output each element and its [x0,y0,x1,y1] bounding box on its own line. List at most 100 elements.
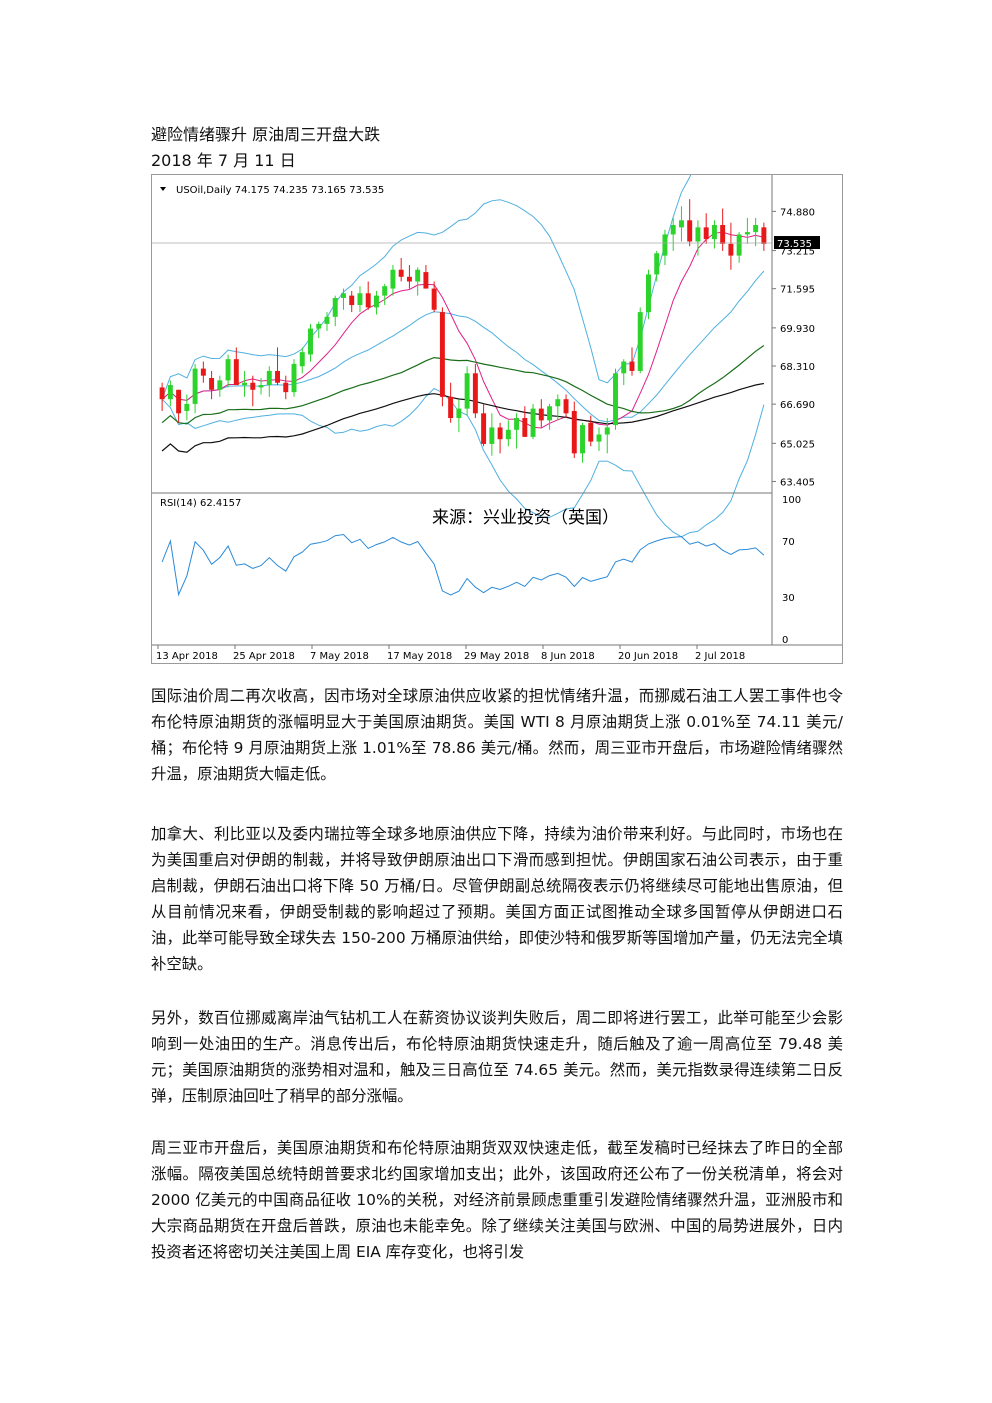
candle-body [299,352,305,367]
candle-body [522,418,528,437]
price-tick-label: 63.405 [780,477,815,488]
candle-body [365,293,371,308]
paragraph-2: 加拿大、利比亚以及委内瑞拉等全球多地原油供应下降，持续为油价带来利好。与此同时，… [151,825,843,973]
candle-body [670,225,676,235]
candle-body [283,382,289,393]
candle-body [382,286,388,296]
candle-body [406,276,412,282]
candle-body [341,293,346,298]
candle-body [580,425,585,454]
date-label: 8 Jun 2018 [541,651,595,662]
candle-body [596,434,602,442]
candle-body [761,227,767,244]
date-label: 29 May 2018 [464,651,529,662]
candle-body [744,232,750,235]
price-tick-label: 68.310 [780,362,815,373]
candle-body [547,406,553,421]
candle-body [555,399,561,407]
candle-body [415,269,421,282]
candle-body [217,380,223,390]
header-dropdown-icon [160,187,166,191]
candle-body [621,361,627,374]
candle-body [646,274,651,313]
candle-body [291,363,297,393]
candle-body [225,359,231,381]
candle-body [200,368,206,376]
candle-body [308,328,313,355]
candle-body [233,359,239,386]
candle-body [192,368,198,404]
candle-body [357,293,363,306]
candle-body [695,227,701,242]
candle-body [497,427,503,440]
candle-body [242,382,248,386]
paragraph-4: 周三亚市开盘后，美国原油期货和布伦特原油期货双双快速走低，截至发稿时已经抹去了昨… [151,1139,843,1261]
candle-body [538,408,544,421]
chart-watermark: 来源：兴业投资（英国） [432,508,619,528]
rsi-tick-label: 70 [782,537,795,548]
candle-body [176,389,182,414]
candle-body [687,220,693,242]
candle-body [481,413,487,444]
candle-body [167,385,173,400]
candle-body [613,373,618,426]
candle-body [654,253,660,275]
price-tick-label: 65.025 [780,439,815,450]
candle-body [390,269,396,289]
candle-body [332,297,338,317]
candle-body [472,373,478,414]
candle-body [720,225,726,244]
candle-body [588,422,594,442]
candle-body [258,385,264,388]
chart-symbol-header: USOil,Daily 74.175 74.235 73.165 73.535 [176,185,384,196]
candle-body [489,427,495,444]
paragraph-1: 国际油价周二再次收高，因市场对全球原油供应收紧的担忧情绪升温，而挪威石油工人罢工… [151,687,843,783]
candle-body [563,399,569,414]
date-label: 2 Jul 2018 [695,651,745,662]
current-price-box [774,236,820,250]
chart-canvas: 74.880 73.215 71.595 69.930 68.310 66.690 65.0… [152,175,842,662]
candle-body [159,387,165,400]
candle-body [736,234,742,256]
candle-body [423,272,429,289]
date-label: 25 Apr 2018 [233,651,295,662]
rsi-label: RSI(14) 62.4157 [160,498,241,509]
price-tick-label: 71.595 [780,285,815,296]
article-date: 2018 年 7 月 11 日 [151,151,296,170]
candle-body [316,323,322,329]
candle-body [349,295,355,306]
candle-body [678,220,684,228]
ma-slow-line [161,382,765,453]
bollinger-lower-line [161,387,765,538]
candle-body [464,373,470,409]
candle-body [456,408,462,419]
candle-body [711,225,717,240]
candle-body [728,243,734,256]
candle-body [209,378,215,390]
candle-body [398,269,404,277]
candle-body [514,418,520,430]
candle-body [250,382,256,390]
candle-body [373,295,379,308]
candle-body [571,410,577,454]
price-tick-label: 73.215 [780,247,815,258]
date-label: 13 Apr 2018 [156,651,218,662]
price-tick-label: 66.690 [780,400,815,411]
candle-body [505,429,511,440]
candle-body [662,234,668,256]
candle-body [753,225,759,233]
candle-body [448,396,454,419]
candle-body [266,370,272,386]
rsi-tick-label: 0 [782,635,788,646]
paragraph-3: 另外，数百位挪威离岸油气钻机工人在薪资协议谈判失败后，周二即将进行罢工，此举可能… [151,1009,843,1105]
candle-body [629,361,635,371]
ma-fast-line [161,231,765,429]
date-label: 20 Jun 2018 [618,651,678,662]
candle-body [530,408,536,437]
price-chart: 74.880 73.215 71.595 69.930 68.310 66.690 65.0… [151,174,843,664]
candle-body [637,312,643,371]
candle-body [604,427,610,435]
rsi-line [161,533,765,597]
rsi-tick-label: 100 [782,495,801,506]
candle-body [275,370,280,383]
